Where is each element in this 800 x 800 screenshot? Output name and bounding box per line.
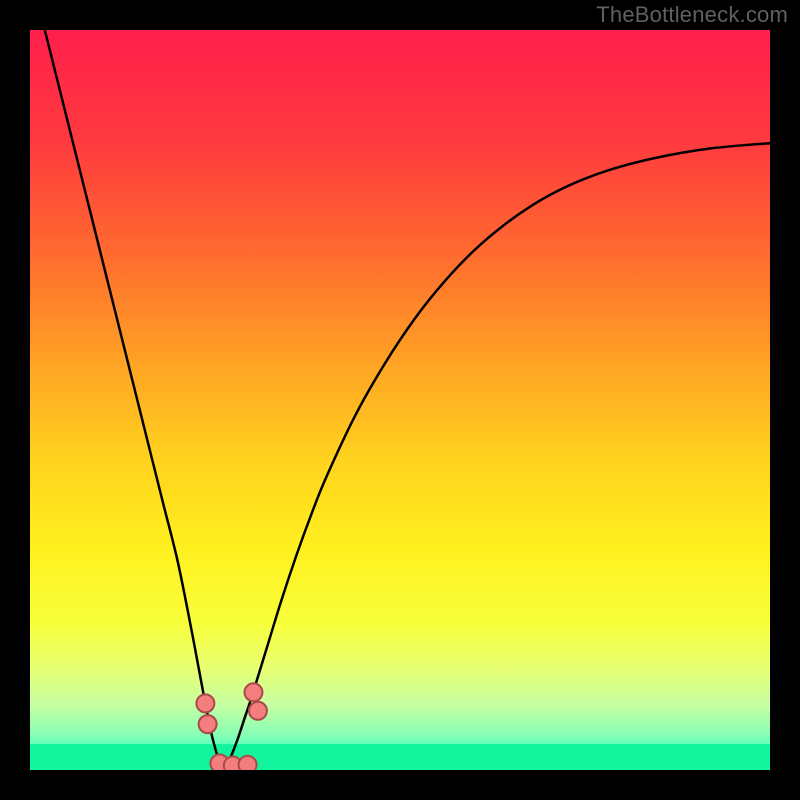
chart-container: TheBottleneck.com <box>0 0 800 800</box>
chart-svg <box>30 30 770 770</box>
green-strip <box>30 744 770 770</box>
data-marker <box>196 694 214 712</box>
source-watermark: TheBottleneck.com <box>596 2 788 28</box>
gradient-background <box>30 30 770 770</box>
data-marker <box>239 756 257 770</box>
plot-area <box>30 30 770 770</box>
data-marker <box>244 683 262 701</box>
data-marker <box>199 715 217 733</box>
data-marker <box>249 702 267 720</box>
